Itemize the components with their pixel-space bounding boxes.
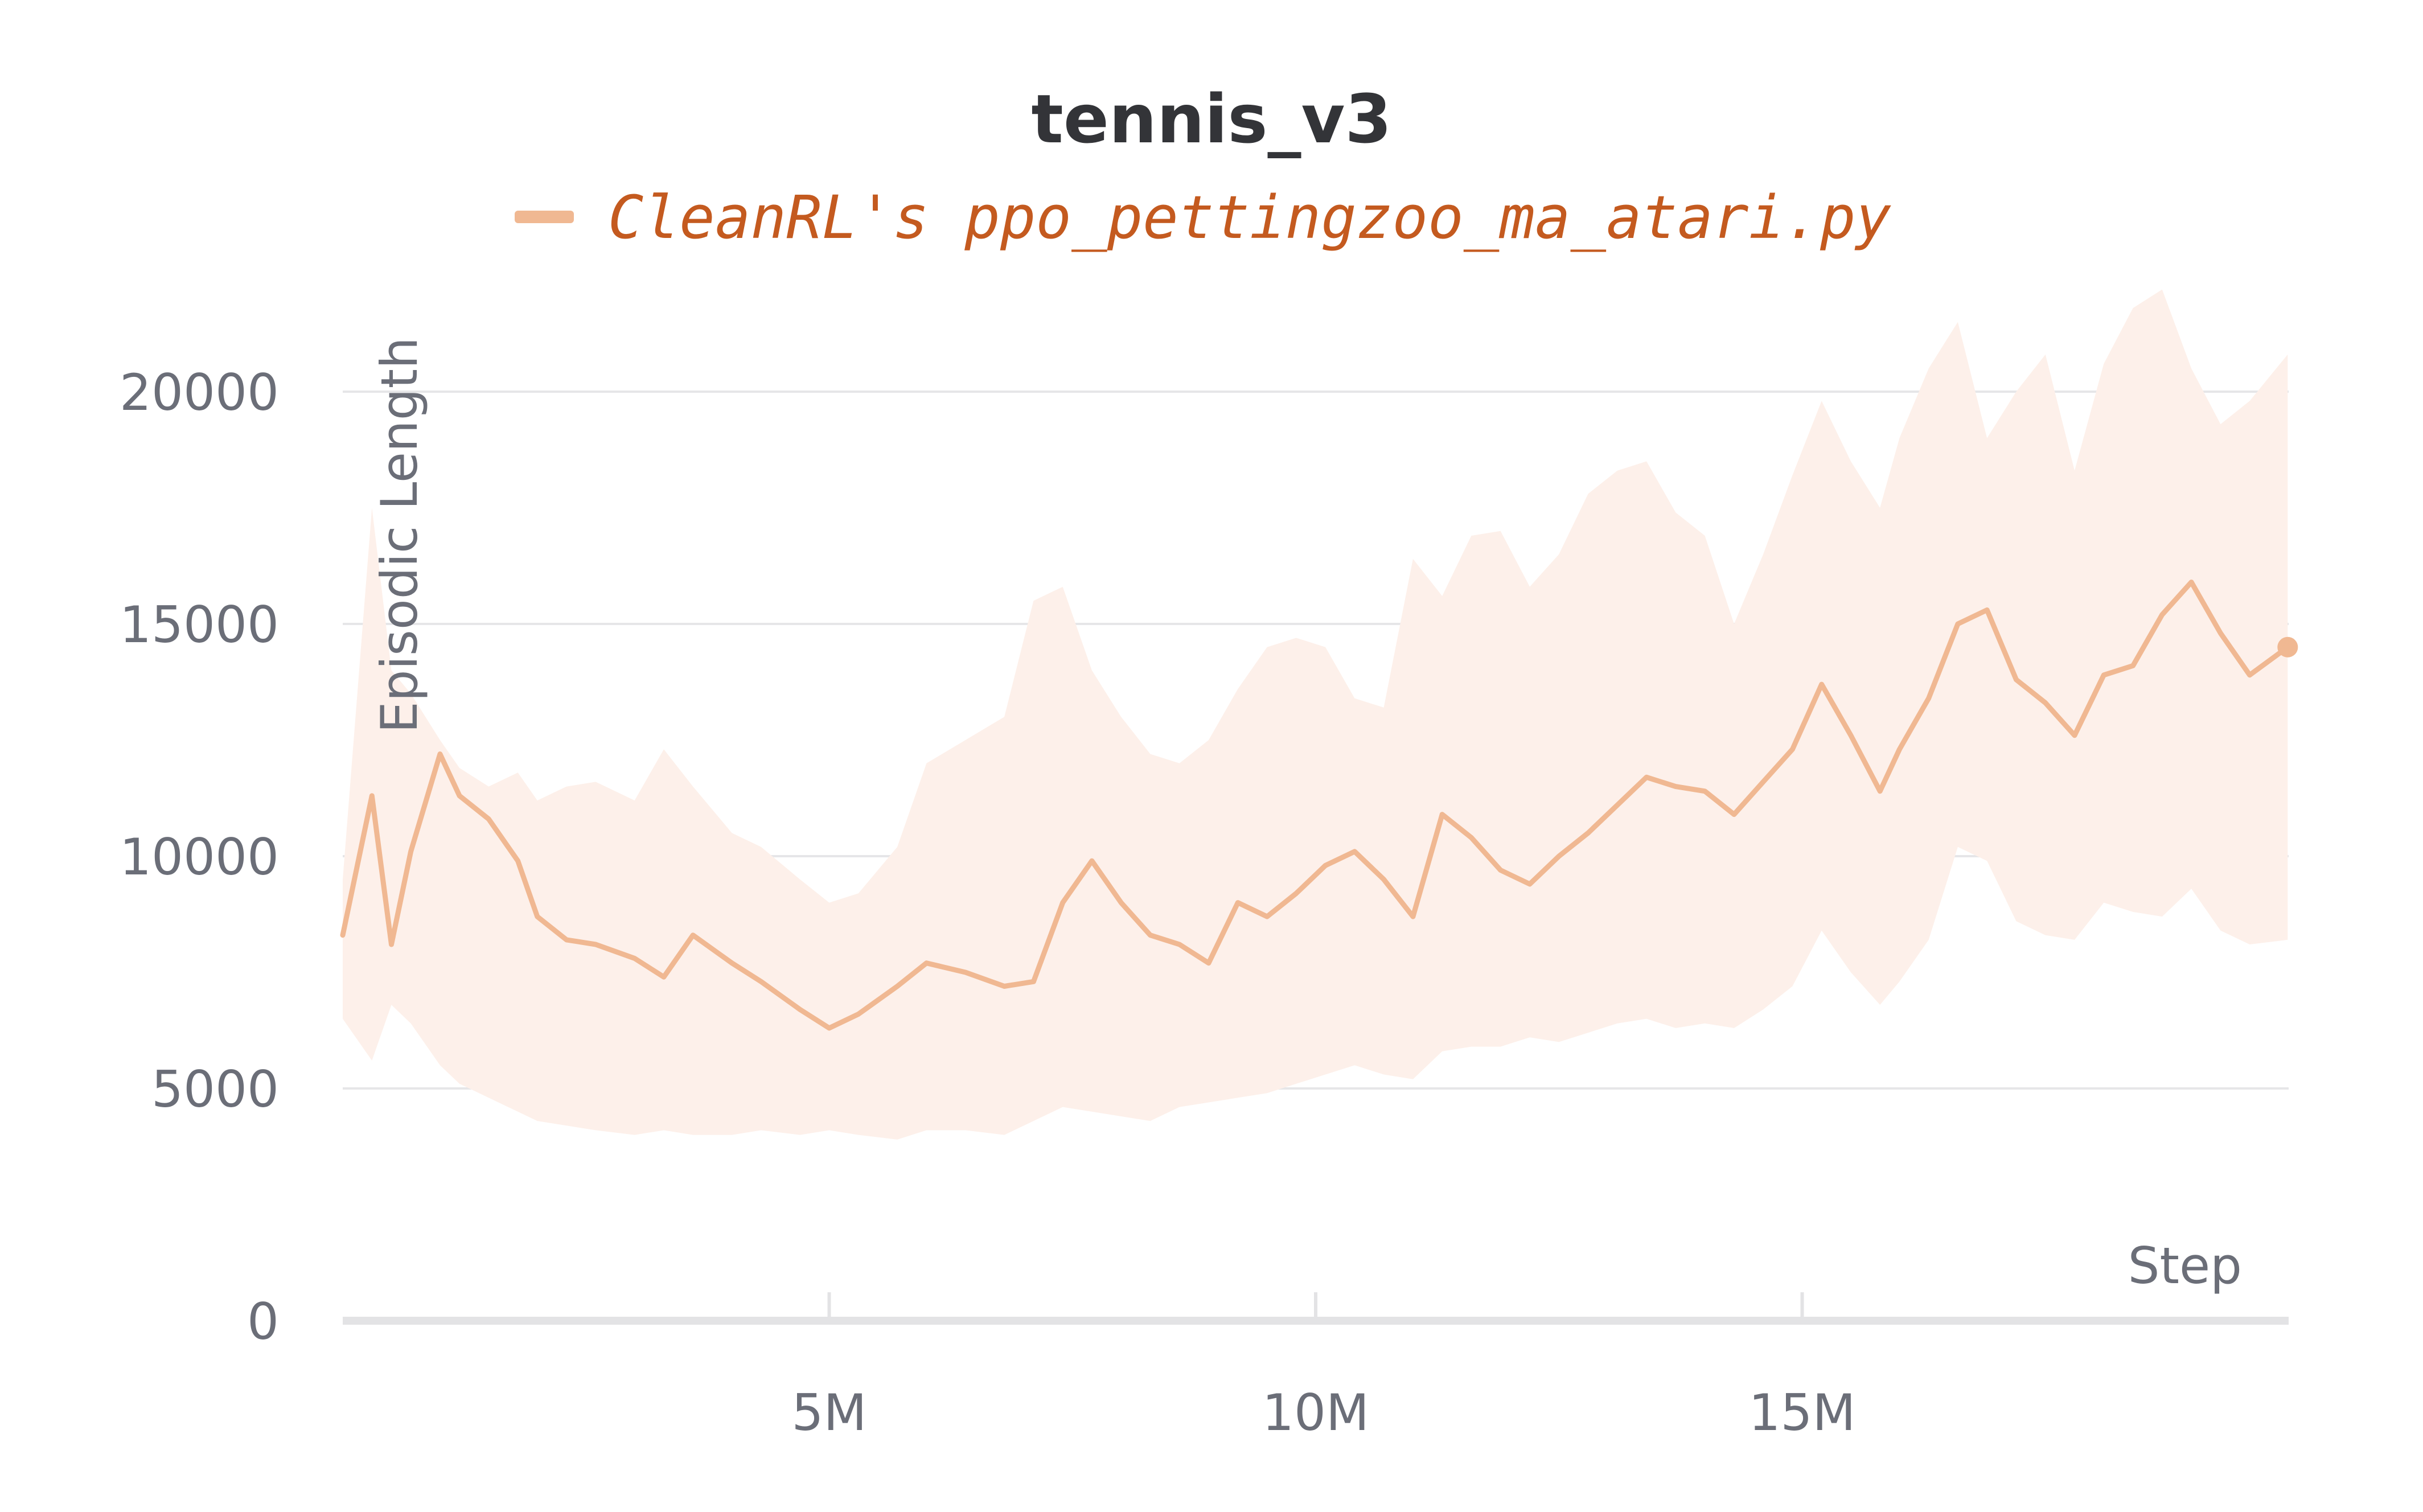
y-tick-label: 5000 [151,1060,279,1119]
legend-entry-label: CleanRL's ppo_pettingzoo_ma_atari.py [608,183,1891,252]
y-tick-label: 20000 [120,363,279,422]
legend-swatch [515,211,574,223]
series-end-point [2277,636,2298,658]
chart-title: tennis_v3 [1031,80,1391,158]
confidence-band [343,289,2288,1140]
series-line [340,580,2290,1031]
y-tick-label: 0 [247,1292,279,1351]
y-axis-tick-labels: 0 5000 10000 15000 20000 [120,363,279,1351]
x-tick-label: 5M [792,1383,867,1442]
x-tick-label: 10M [1262,1383,1369,1442]
x-tick-label: 15M [1749,1383,1856,1442]
series-line-group [340,580,2298,1031]
y-tick-label: 15000 [120,595,279,654]
x-axis-tick-labels: 5M 10M 15M [792,1383,1856,1442]
x-axis-title: Step [2128,1236,2242,1295]
x-axis [343,1292,2289,1325]
legend: CleanRL's ppo_pettingzoo_ma_atari.py [515,183,1891,252]
y-axis-title: Episodic Length [370,337,429,733]
y-tick-label: 10000 [120,828,279,886]
series-band [343,289,2288,1140]
